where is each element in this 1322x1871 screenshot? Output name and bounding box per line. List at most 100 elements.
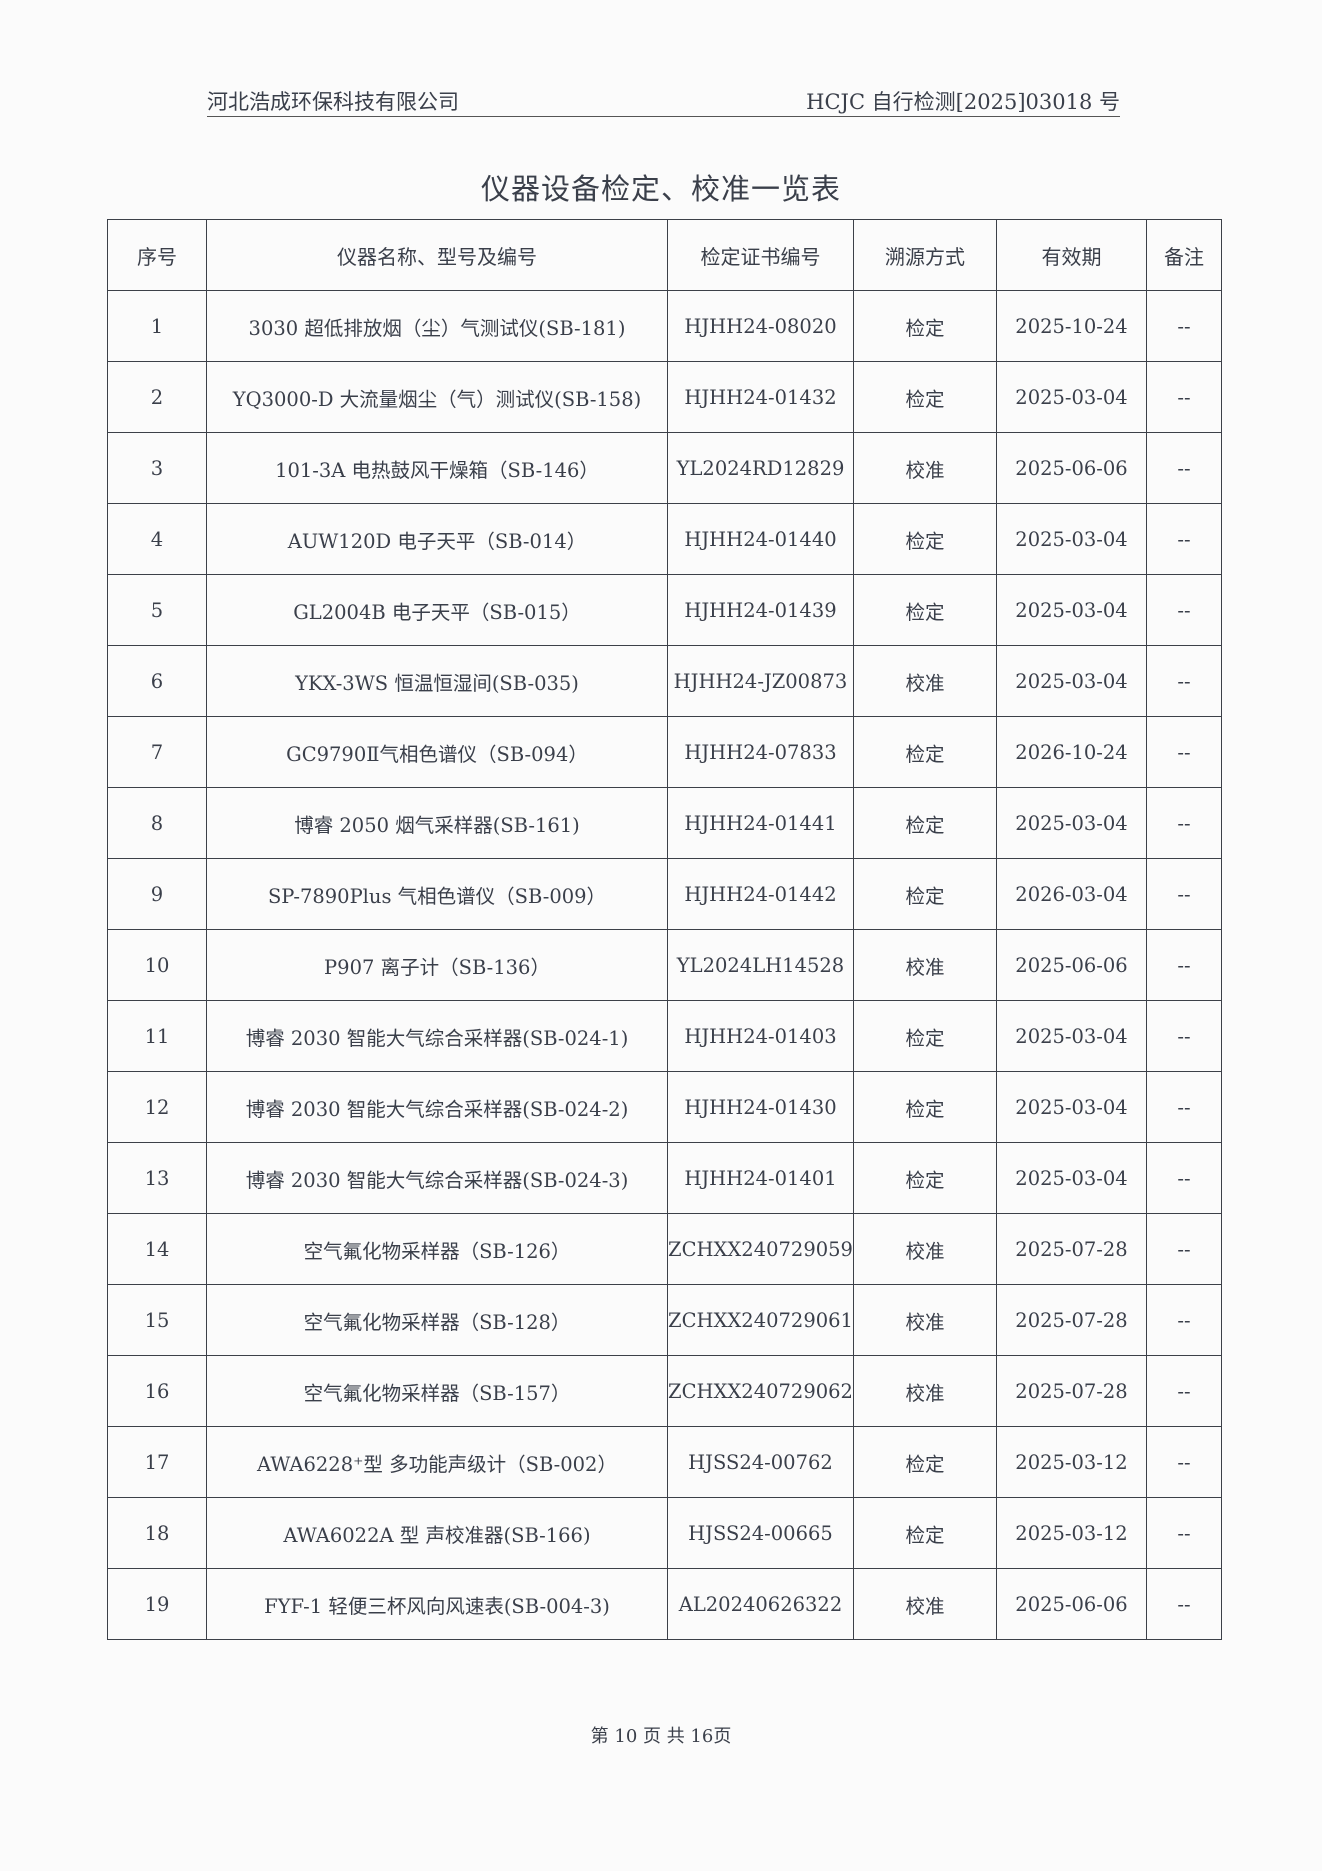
report-number: HCJC 自行检测[2025]03018 号 — [806, 90, 1120, 114]
cell-cert: ZCHXX240729061 — [667, 1284, 854, 1356]
column-header-name: 仪器名称、型号及编号 — [206, 219, 668, 291]
cell-remark: -- — [1146, 645, 1222, 717]
cell-cert: ZCHXX240729062 — [667, 1355, 854, 1427]
cell-remark: -- — [1146, 1213, 1222, 1285]
cell-remark: -- — [1146, 1355, 1222, 1427]
cell-valid: 2026-03-04 — [996, 858, 1147, 930]
cell-remark: -- — [1146, 432, 1222, 504]
company-name: 河北浩成环保科技有限公司 — [207, 90, 459, 114]
cell-index: 4 — [107, 503, 207, 575]
cell-remark: -- — [1146, 1426, 1222, 1498]
table-row: 5 GL2004B 电子天平（SB-015） HJHH24-01439 检定 2025-… — [107, 574, 1222, 646]
cell-cert: HJHH24-01401 — [667, 1142, 854, 1214]
cell-name: YQ3000-D 大流量烟尘（气）测试仪(SB-158) — [206, 361, 668, 433]
cell-index: 15 — [107, 1284, 207, 1356]
cell-valid: 2025-03-04 — [996, 1071, 1147, 1143]
cell-index: 5 — [107, 574, 207, 646]
table-row: 10 P907 离子计（SB-136） YL2024LH14528 校准 2025-06… — [107, 929, 1222, 1001]
cell-remark: -- — [1146, 503, 1222, 575]
page-number: 第 10 页 共 16页 — [590, 1726, 732, 1747]
cell-trace: 校准 — [853, 1568, 997, 1640]
cell-index: 9 — [107, 858, 207, 930]
cell-valid: 2025-03-04 — [996, 361, 1147, 433]
cell-cert: HJHH24-01442 — [667, 858, 854, 930]
cell-index: 19 — [107, 1568, 207, 1640]
equipment-table: 序号 仪器名称、型号及编号 检定证书编号 溯源方式 有效期 备注 1 3030 超低排放烟（… — [107, 219, 1222, 1640]
table-row: 7 GC9790Ⅱ气相色谱仪（SB-094） HJHH24-07833 检定 2026-… — [107, 716, 1222, 788]
cell-cert: HJHH24-01439 — [667, 574, 854, 646]
cell-trace: 校准 — [853, 432, 997, 504]
cell-name: AWA6228⁺型 多功能声级计（SB-002） — [206, 1426, 668, 1498]
cell-name: GC9790Ⅱ气相色谱仪（SB-094） — [206, 716, 668, 788]
cell-name: P907 离子计（SB-136） — [206, 929, 668, 1001]
cell-valid: 2026-10-24 — [996, 716, 1147, 788]
table-row: 15 空气氟化物采样器（SB-128） ZCHXX240729061 校准 2025-0… — [107, 1284, 1222, 1356]
table-row: 6 YKX-3WS 恒温恒湿间(SB-035) HJHH24-JZ00873 校准 20… — [107, 645, 1222, 717]
cell-name: 博睿 2030 智能大气综合采样器(SB-024-3) — [206, 1142, 668, 1214]
cell-valid: 2025-07-28 — [996, 1284, 1147, 1356]
column-header-remark: 备注 — [1146, 219, 1222, 291]
table-row: 3 101-3A 电热鼓风干燥箱（SB-146） YL2024RD12829 校准 20… — [107, 432, 1222, 504]
cell-valid: 2025-10-24 — [996, 290, 1147, 362]
cell-trace: 检定 — [853, 574, 997, 646]
cell-name: SP-7890Plus 气相色谱仪（SB-009） — [206, 858, 668, 930]
cell-cert: HJHH24-08020 — [667, 290, 854, 362]
cell-cert: ZCHXX240729059 — [667, 1213, 854, 1285]
cell-cert: YL2024RD12829 — [667, 432, 854, 504]
table-row: 18 AWA6022A 型 声校准器(SB-166) HJSS24-00665 检定 2… — [107, 1497, 1222, 1569]
cell-valid: 2025-07-28 — [996, 1355, 1147, 1427]
cell-valid: 2025-03-12 — [996, 1426, 1147, 1498]
cell-name: 空气氟化物采样器（SB-157） — [206, 1355, 668, 1427]
cell-valid: 2025-03-12 — [996, 1497, 1147, 1569]
cell-name: 博睿 2050 烟气采样器(SB-161) — [206, 787, 668, 859]
cell-trace: 检定 — [853, 1071, 997, 1143]
table-row: 13 博睿 2030 智能大气综合采样器(SB-024-3) HJHH24-0140… — [107, 1142, 1222, 1214]
cell-valid: 2025-06-06 — [996, 1568, 1147, 1640]
cell-remark: -- — [1146, 1497, 1222, 1569]
cell-index: 6 — [107, 645, 207, 717]
table-row: 1 3030 超低排放烟（尘）气测试仪(SB-181) HJHH24-08020 检定… — [107, 290, 1222, 362]
cell-trace: 检定 — [853, 1000, 997, 1072]
cell-trace: 检定 — [853, 290, 997, 362]
cell-cert: YL2024LH14528 — [667, 929, 854, 1001]
cell-remark: -- — [1146, 858, 1222, 930]
table-header-row: 序号 仪器名称、型号及编号 检定证书编号 溯源方式 有效期 备注 — [107, 219, 1222, 291]
cell-remark: -- — [1146, 1071, 1222, 1143]
table-row: 11 博睿 2030 智能大气综合采样器(SB-024-1) HJHH24-0140… — [107, 1000, 1222, 1072]
cell-cert: HJHH24-01430 — [667, 1071, 854, 1143]
cell-index: 3 — [107, 432, 207, 504]
table-row: 8 博睿 2050 烟气采样器(SB-161) HJHH24-01441 检定 2025… — [107, 787, 1222, 859]
cell-cert: HJHH24-01403 — [667, 1000, 854, 1072]
cell-valid: 2025-03-04 — [996, 503, 1147, 575]
cell-trace: 检定 — [853, 503, 997, 575]
page-header: 河北浩成环保科技有限公司 HCJC 自行检测[2025]03018 号 — [207, 86, 1120, 117]
cell-cert: HJSS24-00762 — [667, 1426, 854, 1498]
cell-name: FYF-1 轻便三杯风向风速表(SB-004-3) — [206, 1568, 668, 1640]
cell-name: 101-3A 电热鼓风干燥箱（SB-146） — [206, 432, 668, 504]
cell-valid: 2025-07-28 — [996, 1213, 1147, 1285]
cell-name: 3030 超低排放烟（尘）气测试仪(SB-181) — [206, 290, 668, 362]
cell-index: 16 — [107, 1355, 207, 1427]
cell-trace: 校准 — [853, 1284, 997, 1356]
cell-index: 10 — [107, 929, 207, 1001]
page-title: 仪器设备检定、校准一览表 — [480, 172, 841, 206]
cell-name: GL2004B 电子天平（SB-015） — [206, 574, 668, 646]
cell-trace: 校准 — [853, 645, 997, 717]
cell-trace: 校准 — [853, 929, 997, 1001]
cell-trace: 检定 — [853, 1142, 997, 1214]
cell-valid: 2025-03-04 — [996, 1000, 1147, 1072]
cell-index: 7 — [107, 716, 207, 788]
table-row: 2 YQ3000-D 大流量烟尘（气）测试仪(SB-158) HJHH24-0143… — [107, 361, 1222, 433]
cell-cert: HJHH24-01432 — [667, 361, 854, 433]
cell-index: 2 — [107, 361, 207, 433]
cell-trace: 检定 — [853, 361, 997, 433]
cell-cert: HJHH24-JZ00873 — [667, 645, 854, 717]
cell-trace: 检定 — [853, 858, 997, 930]
table-row: 4 AUW120D 电子天平（SB-014） HJHH24-01440 检定 2025-… — [107, 503, 1222, 575]
cell-trace: 校准 — [853, 1213, 997, 1285]
cell-remark: -- — [1146, 787, 1222, 859]
cell-cert: HJHH24-01441 — [667, 787, 854, 859]
cell-valid: 2025-03-04 — [996, 574, 1147, 646]
cell-cert: HJSS24-00665 — [667, 1497, 854, 1569]
cell-valid: 2025-03-04 — [996, 1142, 1147, 1214]
